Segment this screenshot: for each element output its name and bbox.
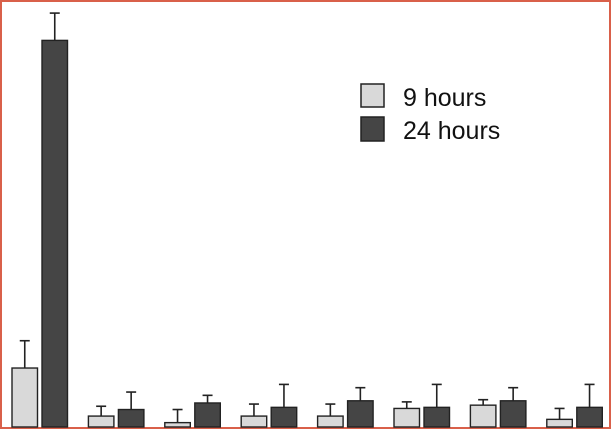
bar-series-1-group-4 xyxy=(240,415,268,428)
legend-swatch-9-hours xyxy=(360,83,385,108)
bar-series-1-group-1 xyxy=(11,367,39,428)
bar-series-1-group-6 xyxy=(393,407,421,428)
legend-label-9-hours: 9 hours xyxy=(403,84,486,112)
bar-series-2-group-3 xyxy=(194,402,222,428)
legend: 9 hours 24 hours xyxy=(360,83,500,145)
bar-series-1-group-2 xyxy=(87,415,115,428)
bar-series-1-group-8 xyxy=(546,418,573,428)
bar-series-2-group-8 xyxy=(576,406,603,428)
bar-series-2-group-4 xyxy=(270,406,298,428)
bar-series-1-group-3 xyxy=(164,421,192,428)
bar-series-1-group-7 xyxy=(469,404,497,428)
bar-series-2-group-1 xyxy=(41,39,69,428)
bar-series-2-group-2 xyxy=(117,408,145,428)
bar-series-2-group-7 xyxy=(499,400,527,428)
legend-swatch-24-hours xyxy=(360,116,385,142)
bar-series-2-group-5 xyxy=(346,400,374,428)
bars-layer xyxy=(11,12,603,428)
bar-series-2-group-6 xyxy=(423,406,451,428)
bar-series-1-group-5 xyxy=(316,415,344,428)
legend-label-24-hours: 24 hours xyxy=(403,117,500,145)
